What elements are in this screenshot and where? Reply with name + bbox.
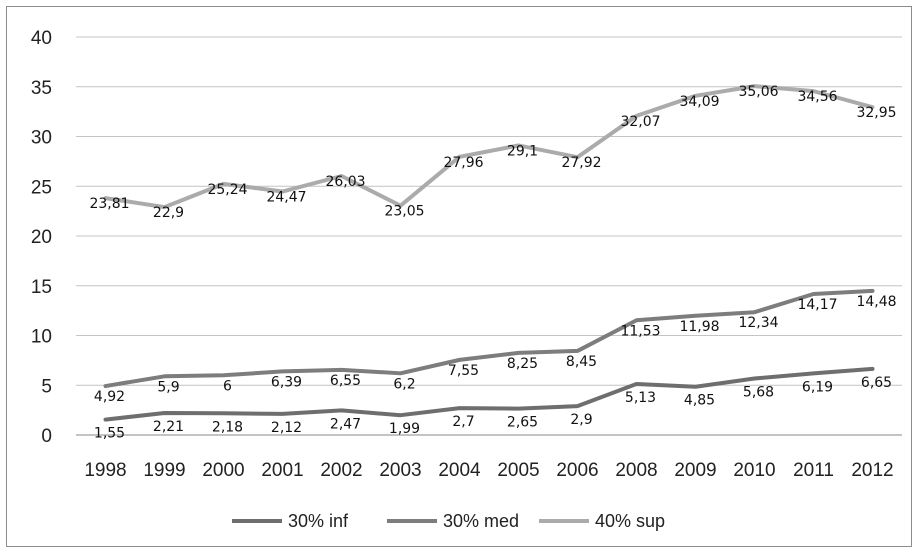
x-tick-label: 2010 [733, 460, 775, 481]
data-label: 4,92 [94, 389, 125, 405]
chart-frame [6, 6, 912, 547]
series-line-1 [103, 288, 875, 389]
data-label: 6,55 [330, 373, 361, 389]
data-label: 32,95 [856, 105, 896, 121]
x-tick-label: 2002 [320, 460, 362, 481]
data-label: 2,18 [212, 419, 243, 435]
x-tick-label: 1999 [143, 460, 185, 481]
y-tick-label: 40 [31, 28, 52, 49]
data-label: 14,17 [797, 297, 837, 313]
x-tick-label: 2006 [556, 460, 598, 481]
data-label: 6,39 [271, 374, 302, 390]
data-label: 5,68 [743, 384, 774, 400]
data-label: 35,06 [738, 84, 778, 100]
series-line-0 [103, 366, 875, 422]
y-tick-label: 25 [31, 177, 52, 198]
x-tick-label: 2008 [615, 460, 657, 481]
data-label: 2,21 [153, 419, 184, 435]
data-label: 2,9 [570, 412, 592, 428]
data-label: 2,12 [271, 420, 302, 436]
data-label: 6 [223, 378, 232, 394]
series-line-2 [103, 84, 875, 210]
data-label: 22,9 [153, 205, 184, 221]
x-tick-label: 2004 [438, 460, 481, 481]
data-label: 27,96 [443, 155, 483, 171]
data-label: 23,05 [384, 204, 424, 220]
data-label: 7,55 [448, 363, 479, 379]
data-label: 1,99 [389, 421, 420, 437]
data-label: 4,85 [684, 393, 715, 409]
data-label: 12,34 [738, 315, 778, 331]
y-tick-label: 15 [31, 277, 52, 298]
data-label: 1,55 [94, 426, 125, 442]
data-label: 8,25 [507, 356, 538, 372]
data-label: 32,07 [620, 114, 660, 130]
legend-label: 30% inf [288, 511, 349, 531]
x-tick-label: 2003 [379, 460, 421, 481]
y-tick-label: 30 [31, 128, 52, 149]
data-label: 2,65 [507, 415, 538, 431]
data-label: 34,09 [679, 94, 719, 110]
x-tick-label: 2011 [793, 460, 834, 481]
legend-label: 30% med [443, 511, 519, 531]
data-label: 29,1 [507, 143, 538, 159]
data-label: 6,19 [802, 379, 833, 395]
x-tick-label: 2001 [261, 460, 303, 481]
y-tick-label: 35 [31, 78, 52, 99]
legend-label: 40% sup [595, 511, 665, 531]
data-label: 11,53 [620, 323, 660, 339]
data-label: 26,03 [325, 174, 365, 190]
y-tick-label: 5 [41, 376, 52, 397]
x-tick-label: 1998 [84, 460, 126, 481]
data-label: 5,13 [625, 390, 656, 406]
x-tick-label: 2012 [851, 460, 893, 481]
data-label: 34,56 [797, 89, 837, 105]
y-tick-label: 0 [41, 426, 52, 447]
x-tick-label: 2005 [497, 460, 539, 481]
data-label: 14,48 [856, 294, 896, 310]
data-label: 5,9 [157, 379, 179, 395]
data-label: 8,45 [566, 354, 597, 370]
data-label: 2,7 [452, 414, 474, 430]
data-label: 27,92 [561, 155, 601, 171]
data-label: 2,47 [330, 416, 361, 432]
data-label: 25,24 [207, 182, 247, 198]
x-tick-label: 2000 [202, 460, 244, 481]
data-label: 24,47 [266, 190, 306, 206]
data-label: 6,65 [861, 375, 892, 391]
y-tick-label: 20 [31, 227, 52, 248]
data-label: 6,2 [393, 376, 415, 392]
x-tick-label: 2009 [674, 460, 716, 481]
y-tick-label: 10 [31, 327, 52, 348]
data-label: 11,98 [679, 319, 719, 335]
data-label: 23,81 [89, 196, 129, 212]
